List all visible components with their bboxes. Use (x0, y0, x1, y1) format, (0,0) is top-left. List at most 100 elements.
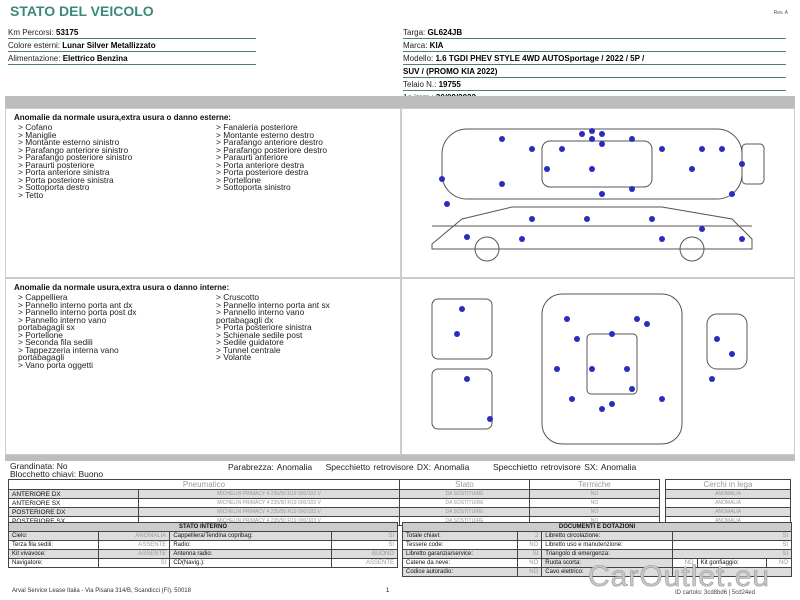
anomaly-item: > Cofano (18, 122, 53, 132)
section-title: DOCUMENTI E DOTAZIONI (402, 522, 792, 532)
field-label: Terza fila sedili: (7, 540, 100, 550)
field-value: SI (516, 549, 543, 559)
damage-dot (574, 336, 580, 342)
footer-address: Arval Service Lease Italia - Via Pisana … (12, 588, 191, 594)
section-row: Totale chiavi: 2 Libretto circolazione: SI (402, 531, 793, 541)
section-row: Codice autoradio: NO Cavo elettrico: (402, 567, 793, 577)
wheel (474, 236, 500, 262)
tyre-state: DA SOSTITUIRE (399, 498, 530, 508)
wheel (679, 236, 705, 262)
section-row: Tessere code: NO Libretto uso e manutenzio… (402, 540, 793, 550)
anomaly-item: > Porta anteriore destra (216, 159, 305, 170)
field-label: Catene da neve: (402, 558, 518, 568)
damage-dot (564, 316, 570, 322)
anomaly-item: > Schienale sedile post (216, 329, 303, 340)
damage-dot (609, 331, 615, 337)
page-number: 1 (386, 588, 390, 594)
damage-dot (659, 146, 665, 152)
divider-bar (5, 96, 795, 108)
rims-table: Cerchi in lega ANOMALIA ANOMALIA ANOMALIA AN… (665, 479, 791, 526)
section-row: Terza fila sedili: ASSENTE Radio: SI (7, 540, 398, 550)
damage-dot (699, 226, 705, 232)
tyre-winter: NO (529, 489, 660, 499)
info-value: Lunar Silver Metallizzato (62, 41, 156, 50)
interior-heading: Anomalie da normale usura,extra usura o … (14, 283, 230, 292)
tyre-position: ANTERIORE DX (8, 489, 139, 499)
anomaly-item: > Maniglie (18, 129, 57, 140)
car-side-view (431, 206, 753, 250)
damage-dot (739, 236, 745, 242)
anomaly-item: > Volante (216, 352, 252, 362)
specchietto-sx: Specchietto retrovisore SX: Anomalia (492, 462, 637, 472)
stato-interno-table: STATO INTERNO Cielo: ANOMALIA Cappelliera/T… (7, 522, 398, 568)
field-value: SI (671, 531, 793, 541)
tyre-row: ANTERIORE DX MICHELIN PRIMACY 4 235/50 R1… (8, 489, 660, 499)
damage-dot (554, 366, 560, 372)
field-label: Cielo: (7, 531, 100, 541)
info-label: Targa: (403, 28, 428, 37)
info-label: Marca: (403, 41, 430, 50)
info-value: KIA (429, 41, 444, 50)
field-label: Libretto uso e manutenzione: (541, 540, 673, 550)
field-value: 2 (516, 531, 543, 541)
anomaly-item: > Paraurti posteriore (18, 159, 95, 170)
field-value: SI (98, 558, 171, 568)
field-value: ASSENTE (331, 558, 398, 568)
divider-bar-2 (5, 455, 795, 461)
anomaly-item: > Montante esterno sinistro (18, 137, 120, 147)
damage-dot (629, 186, 635, 192)
damage-dot (644, 321, 650, 327)
section-title: STATO INTERNO (8, 522, 398, 532)
damage-dot (599, 141, 605, 147)
anomaly-item: > Vano porta oggetti (18, 359, 94, 370)
damage-dot (629, 136, 635, 142)
anomaly-item: > Pannello interno vano (18, 314, 107, 325)
field-label: Triangolo di emergenza: (541, 549, 673, 559)
damage-dot (569, 396, 575, 402)
field-value (671, 567, 793, 577)
exterior-diagram (401, 108, 795, 278)
damage-dot (709, 376, 715, 382)
exterior-heading: Anomalie da normale usura,extra usura o … (14, 113, 231, 122)
tyre-model: MICHELIN PRIMACY 4 235/50 R19 000/103 V (138, 498, 400, 508)
anomaly-item: > Portellone (216, 174, 261, 185)
damage-dot (464, 234, 470, 240)
anomaly-item: > Portellone (18, 329, 63, 340)
info-label: Telaio N.: (403, 80, 439, 89)
footer-id: ID cartolo: 3cd8bd6 | 5cd24ed (675, 590, 755, 596)
interior-diagram (401, 278, 795, 455)
col-termiche: Termiche (529, 479, 660, 490)
field-label: Libretto garanzia/service: (402, 549, 518, 559)
field-value: SI (671, 549, 793, 559)
field-label: Tessere code: (402, 540, 518, 550)
revision: Rev. A (773, 10, 788, 16)
anomaly-item: > Porta anteriore sinistra (18, 167, 110, 177)
interior-front-view (431, 298, 493, 360)
field-label: Totale chiavi: (402, 531, 518, 541)
anomaly-item: > Parafango anteriore destro (216, 137, 323, 147)
anomaly-item: > Cappelliera (18, 292, 68, 302)
car-rear-view (741, 143, 765, 185)
damage-dot (559, 146, 565, 152)
info-label: Alimentazione: (8, 54, 63, 63)
tyre-winter: NO (529, 498, 660, 508)
damage-dot (729, 191, 735, 197)
damage-dot (439, 176, 445, 182)
info-row: Targa: GL624JB (403, 27, 786, 39)
documenti-table: DOCUMENTI E DOTAZIONI Totale chiavi: 2 Libr… (402, 522, 793, 577)
anomaly-item: > Fanaleria posteriore (216, 122, 298, 132)
steering-dashboard (706, 313, 748, 370)
info-value: GL624JB (427, 28, 463, 37)
damage-dot (659, 236, 665, 242)
anomaly-item: > Pannello interno vano (216, 307, 305, 317)
damage-dot (629, 386, 635, 392)
damage-dot (714, 336, 720, 342)
anomaly-item: > Parafango anteriore sinistro (18, 144, 129, 155)
parabrezza: Parabrezza: Anomalia (228, 462, 313, 472)
car-roof (541, 140, 653, 188)
anomaly-item: portabagagli (18, 352, 65, 362)
section-row: Navigatore: SI CD(Navig.): ASSENTE (7, 558, 398, 568)
anomaly-item: > Sottoporta sinistro (216, 182, 291, 192)
info-row: Km Percorsi: 53175 (8, 27, 256, 39)
col-stato: Stato (399, 479, 530, 490)
